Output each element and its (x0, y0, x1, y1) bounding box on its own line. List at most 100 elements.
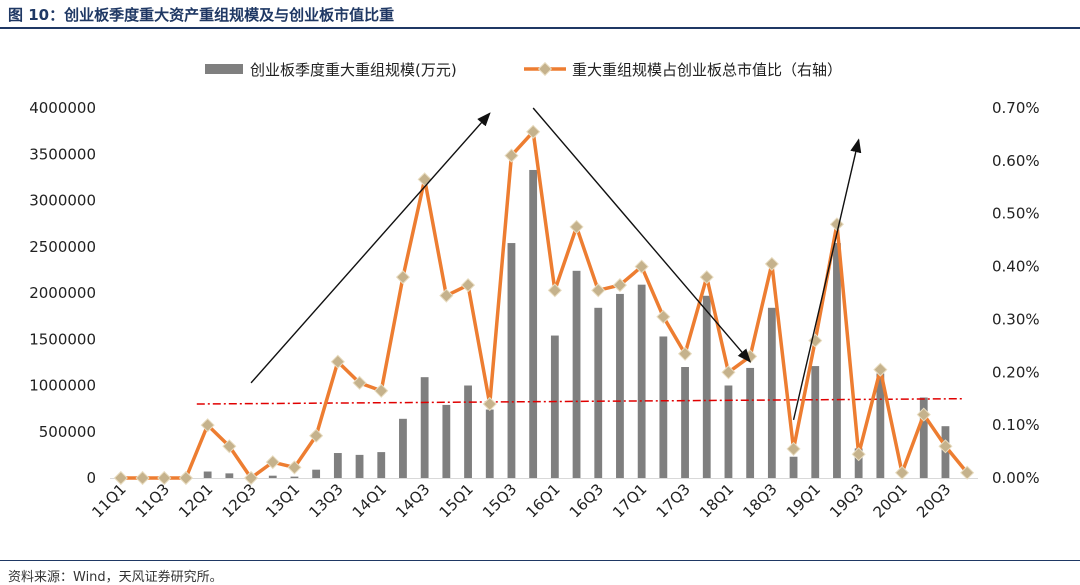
bar (420, 377, 429, 478)
left-axis-tick-label: 2000000 (29, 284, 96, 302)
legend-bar-swatch (205, 64, 243, 74)
ratio-marker (764, 256, 779, 271)
source-note: 资料来源：Wind，天风证券研究所。 (8, 570, 223, 585)
left-axis-tick-label: 500000 (39, 423, 96, 441)
left-axis-tick-label: 1000000 (29, 377, 96, 395)
right-axis-tick-label: 0.30% (992, 310, 1040, 328)
ratio-marker (439, 288, 454, 303)
bar (616, 293, 624, 478)
left-axis-tick-label: 3500000 (29, 145, 96, 163)
ratio-marker (135, 470, 150, 486)
x-axis-tick-label: 20Q3 (913, 480, 954, 521)
ratio-marker (374, 383, 389, 398)
left-axis-tick-label: 4000000 (29, 99, 96, 117)
bar (290, 476, 299, 478)
x-axis-tick-label: 17Q3 (653, 480, 694, 521)
bar (550, 335, 559, 478)
bar (702, 295, 711, 478)
x-axis-tick-label: 14Q1 (349, 480, 390, 521)
title-rule (0, 27, 1080, 29)
x-axis-tick-label: 20Q1 (870, 480, 911, 521)
right-axis-tick-label: 0.20% (992, 363, 1040, 381)
ratio-marker (222, 439, 237, 454)
bar (594, 307, 603, 478)
x-axis-tick-label: 14Q3 (392, 480, 433, 521)
ratio-marker (482, 396, 497, 412)
bar (225, 473, 234, 478)
right-axis-tick-label: 0.50% (992, 205, 1040, 223)
ratio-marker (656, 309, 671, 324)
bar (854, 448, 863, 478)
x-axis-tick-label: 15Q1 (436, 480, 477, 521)
right-axis-tick-label: 0.00% (992, 469, 1040, 487)
bar (811, 366, 820, 478)
ratio-marker (938, 439, 953, 454)
ratio-marker (395, 270, 411, 285)
chart: 0 500000 1000000 1500000 2000000 2500000 30000… (29, 61, 1040, 521)
x-axis-tick-label: 12Q3 (219, 480, 260, 521)
ratio-marker (417, 172, 432, 187)
ratio-marker (547, 283, 562, 298)
bar (659, 336, 668, 478)
left-axis-tick-label: 2500000 (29, 238, 96, 256)
bar (833, 243, 841, 478)
x-axis-tick-label: 18Q1 (696, 480, 737, 521)
ratio-marker (916, 407, 931, 422)
left-axis-tick-label: 0 (86, 469, 96, 487)
x-axis-tick-label: 12Q1 (175, 480, 216, 521)
ratio-marker (894, 465, 910, 480)
trend-arrow (250, 112, 491, 384)
bar (681, 367, 689, 478)
bar (767, 307, 776, 478)
right-axis-tick-label: 0.10% (992, 416, 1040, 434)
ratio-marker (265, 455, 280, 470)
right-axis-tick-label: 0.40% (992, 258, 1040, 276)
title-bar: 图 10：创业板季度重大资产重组规模及与创业板市值比重 (0, 0, 1080, 29)
ratio-marker (591, 283, 606, 298)
ratio-marker (851, 447, 866, 462)
ratio-marker (243, 470, 259, 486)
bar (746, 367, 755, 478)
left-axis-tick-label: 1500000 (29, 330, 96, 348)
bar (919, 397, 928, 478)
bar (724, 385, 733, 478)
legend-line-marker (537, 61, 553, 77)
x-axis-tick-label: 13Q3 (305, 480, 346, 521)
x-axis-tick-label: 18Q3 (739, 480, 780, 521)
trend-arrow (792, 138, 862, 421)
ratio-marker (569, 219, 584, 234)
x-axis-tick-label: 13Q1 (262, 480, 303, 521)
ratio-marker (526, 124, 541, 139)
ratio-marker (460, 278, 476, 293)
bar (529, 169, 538, 478)
bar (637, 284, 646, 478)
trend-arrow (532, 107, 752, 363)
ratio-marker (330, 354, 345, 369)
x-axis-tick-label: 11Q3 (132, 480, 173, 521)
legend-line-label: 重大重组规模占创业板总市值比（右轴） (572, 61, 842, 79)
ratio-marker (113, 470, 128, 486)
bar (485, 409, 494, 478)
x-axis-tick-label: 19Q3 (826, 480, 867, 521)
bar (333, 453, 342, 478)
x-axis-tick-label: 16Q1 (522, 480, 563, 521)
ratio-marker (786, 441, 801, 456)
x-axis-tick-label: 17Q1 (609, 480, 650, 521)
bar (507, 243, 516, 478)
ratio-marker (960, 465, 975, 480)
ratio-marker (829, 217, 845, 232)
bar (355, 454, 364, 478)
x-axis-tick-label: 19Q1 (783, 480, 824, 521)
bar (312, 469, 321, 478)
left-axis-tick-label: 3000000 (29, 192, 96, 210)
bar (464, 385, 472, 478)
bar (268, 475, 277, 478)
ratio-marker (287, 460, 302, 475)
bar (442, 404, 451, 478)
right-axis-tick-label: 0.70% (992, 99, 1040, 117)
ratio-marker (699, 270, 714, 285)
ratio-marker (157, 470, 172, 486)
bar (572, 270, 581, 478)
right-axis-tick-label: 0.60% (992, 152, 1040, 170)
ratio-marker (504, 148, 519, 163)
